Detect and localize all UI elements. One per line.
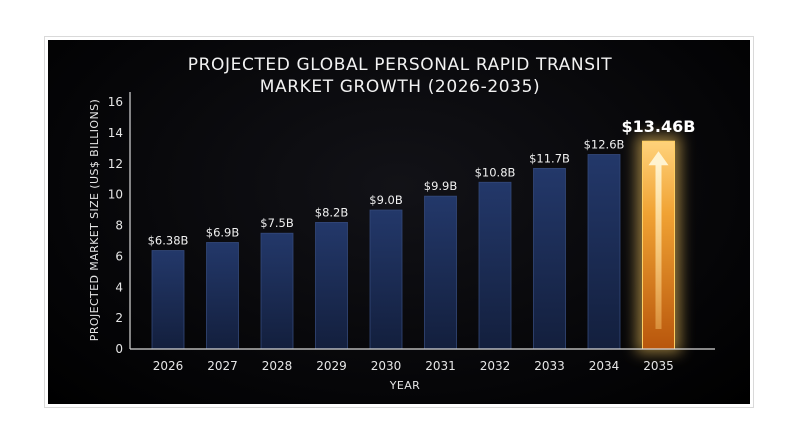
data-label-2026: $6.38B — [148, 234, 189, 248]
bar-2030 — [369, 209, 403, 350]
growth-arrow-icon — [648, 151, 669, 166]
x-tick-label-2033: 2033 — [534, 359, 565, 373]
data-label-2029: $8.2B — [315, 205, 349, 219]
y-tick-label: 4 — [115, 280, 123, 294]
data-label-2032: $10.8B — [475, 165, 516, 179]
x-tick-label-2026: 2026 — [153, 359, 184, 373]
y-tick-label: 10 — [108, 188, 123, 202]
x-tick-label-2031: 2031 — [425, 359, 456, 373]
y-tick-label: 12 — [108, 157, 123, 171]
x-tick-label-2027: 2027 — [207, 359, 238, 373]
bar-2033 — [533, 167, 566, 350]
bar-2029 — [315, 222, 348, 350]
data-label-2030: $9.0B — [369, 193, 403, 207]
x-tick-label-2032: 2032 — [480, 359, 511, 373]
bar-2032 — [478, 181, 512, 350]
x-tick-label-2035: 2035 — [643, 359, 674, 373]
y-tick-label: 16 — [108, 95, 123, 109]
x-tick-label-2029: 2029 — [316, 359, 347, 373]
y-tick-label: 8 — [115, 219, 123, 233]
growth-arrow-shaft — [655, 161, 662, 329]
y-tick-label: 0 — [115, 342, 123, 356]
x-tick-label-2034: 2034 — [589, 359, 620, 373]
y-tick-label: 2 — [115, 311, 123, 325]
bar-2034 — [587, 154, 621, 350]
data-label-2027: $6.9B — [206, 225, 240, 239]
x-tick-label-2028: 2028 — [262, 359, 293, 373]
data-label-2028: $7.5B — [260, 216, 294, 230]
bar-2028 — [260, 232, 294, 350]
x-tick-label-2030: 2030 — [371, 359, 402, 373]
data-label-2031: $9.9B — [424, 179, 458, 193]
chart-title-line-2: MARKET GROWTH (2026-2035) — [260, 77, 540, 97]
data-label-2035: $13.46B — [622, 117, 696, 136]
chart-title-line-1: PROJECTED GLOBAL PERSONAL RAPID TRANSIT — [188, 55, 612, 75]
bar-2027 — [206, 242, 239, 350]
data-label-2034: $12.6B — [584, 137, 625, 151]
y-axis-title: PROJECTED MARKET SIZE (US$ BILLIONS) — [88, 99, 101, 341]
y-tick-label: 14 — [108, 126, 123, 140]
y-tick-label: 6 — [115, 249, 123, 263]
bar-2026 — [151, 250, 185, 350]
data-label-2033: $11.7B — [529, 151, 570, 165]
x-axis-title: YEAR — [389, 379, 420, 392]
bar-2031 — [424, 195, 457, 350]
